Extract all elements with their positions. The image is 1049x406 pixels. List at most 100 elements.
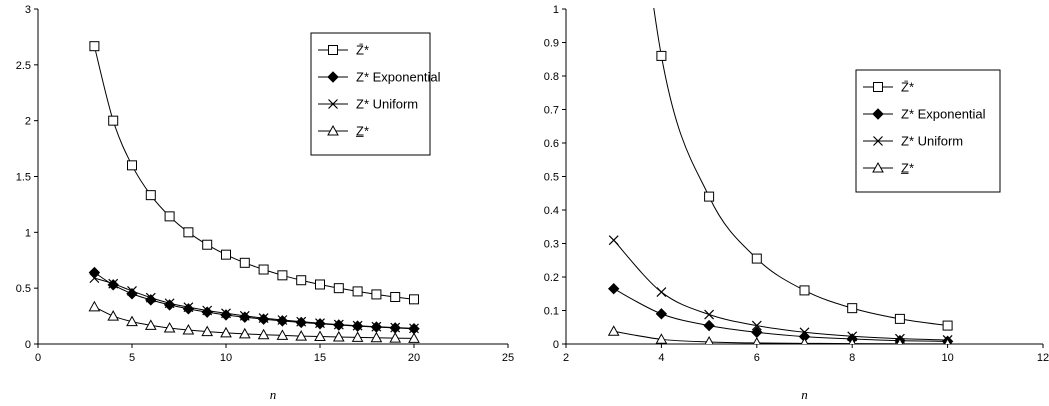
y-tick-label: 0	[25, 339, 31, 351]
x-axis-label: n	[801, 387, 808, 402]
data-point	[107, 279, 119, 291]
x-tick-label: 4	[658, 352, 664, 364]
data-point	[332, 330, 345, 342]
legend-label: Z* Uniform	[356, 97, 418, 112]
data-point	[277, 270, 288, 281]
data-point	[108, 278, 119, 289]
data-point	[221, 249, 231, 260]
data-point	[89, 41, 100, 52]
data-point	[351, 331, 364, 342]
data-point	[88, 266, 101, 279]
legend-label: Z* Exponential	[356, 70, 441, 85]
data-point	[314, 330, 326, 342]
data-point	[258, 313, 269, 324]
data-point	[163, 322, 176, 333]
data-point	[89, 273, 100, 284]
data-point	[752, 336, 761, 344]
y-tick-label: 1	[553, 4, 559, 16]
data-point	[276, 315, 289, 327]
y-tick-label: 1	[25, 227, 31, 239]
data-point	[409, 323, 419, 334]
y-tick-label: 0.2	[544, 272, 559, 284]
y-tick-label: 0.9	[544, 38, 559, 50]
y-tick-label: 2	[25, 116, 31, 128]
legend-marker	[327, 124, 339, 136]
legend-label: Z̲*	[356, 124, 369, 139]
data-point	[220, 326, 232, 338]
y-tick-label: 0.4	[544, 205, 559, 217]
data-point	[257, 328, 270, 340]
legend-label: Z* Uniform	[901, 134, 963, 149]
legend-marker	[873, 82, 883, 92]
legend-marker	[328, 45, 338, 55]
data-point	[371, 321, 382, 332]
y-tick-label: 0.5	[544, 172, 559, 184]
data-point	[389, 332, 402, 343]
data-point	[145, 190, 156, 201]
data-point	[201, 306, 213, 318]
x-tick-label: 10	[941, 352, 953, 364]
y-tick-label: 0.8	[544, 71, 559, 83]
data-point	[408, 332, 420, 343]
data-point	[799, 285, 810, 296]
data-point	[703, 319, 715, 332]
data-point	[847, 303, 858, 314]
data-point	[145, 292, 156, 303]
data-point	[239, 257, 250, 268]
data-point	[333, 319, 344, 330]
series-line-3	[94, 306, 415, 339]
data-point	[276, 329, 289, 340]
series-line-2	[94, 277, 415, 329]
x-tick-label: 5	[129, 352, 135, 364]
data-point	[315, 279, 325, 290]
y-tick-label: 2.5	[16, 60, 31, 72]
data-point	[277, 315, 288, 325]
legend-marker	[328, 99, 338, 109]
data-point	[704, 309, 715, 320]
x-tick-label: 20	[408, 352, 420, 364]
data-point	[751, 253, 762, 264]
data-point	[847, 331, 858, 342]
x-tick-label: 6	[754, 352, 760, 364]
data-point	[239, 310, 250, 321]
plot-area	[88, 41, 420, 343]
x-tick-label: 12	[1037, 352, 1049, 364]
y-tick-label: 0.6	[544, 138, 559, 150]
data-point	[655, 308, 668, 320]
data-point	[107, 310, 120, 321]
data-point	[164, 211, 175, 222]
data-point	[704, 335, 714, 344]
right-chart: 00.10.20.30.40.50.60.70.80.912 4 6 8 10 12nZ̄…	[544, 4, 1049, 402]
series-line-1	[94, 272, 415, 330]
data-point	[164, 298, 175, 309]
data-point	[88, 300, 101, 312]
data-point	[704, 191, 715, 202]
data-point	[315, 318, 325, 329]
x-tick-label: 25	[502, 352, 514, 364]
data-point	[848, 337, 856, 344]
data-point	[144, 319, 157, 330]
data-point	[127, 286, 137, 296]
data-point	[371, 289, 382, 300]
data-point	[202, 305, 213, 316]
legend-marker	[872, 108, 884, 120]
legend-marker	[872, 161, 884, 173]
data-point	[370, 331, 383, 343]
y-tick-label: 1.5	[16, 172, 31, 184]
data-point	[108, 115, 119, 126]
legend-label: Z̲*	[901, 161, 914, 176]
y-tick-label: 0.5	[16, 283, 31, 295]
series-line-3	[613, 330, 948, 344]
x-axis-label: n	[270, 387, 277, 402]
data-point	[296, 275, 307, 286]
legend-label: Z̄*	[901, 80, 914, 95]
y-tick-label: 0.7	[544, 105, 559, 117]
y-tick-label: 0	[553, 339, 559, 351]
data-point	[182, 303, 195, 315]
x-tick-label: 15	[314, 352, 326, 364]
x-tick-label: 0	[35, 352, 41, 364]
x-tick-label: 8	[849, 352, 855, 364]
data-point	[896, 337, 904, 344]
data-point	[296, 316, 307, 327]
